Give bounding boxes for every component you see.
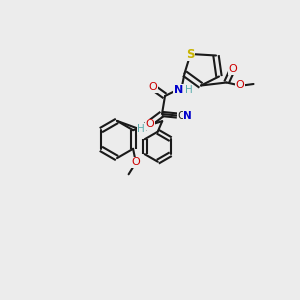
- Text: H: H: [137, 124, 145, 134]
- Text: H: H: [185, 85, 193, 95]
- Text: O: O: [236, 80, 244, 91]
- Text: N: N: [183, 110, 192, 121]
- Text: O: O: [148, 82, 158, 92]
- Text: N: N: [174, 85, 183, 95]
- Text: O: O: [228, 64, 237, 74]
- Text: O: O: [132, 157, 140, 167]
- Text: C: C: [178, 110, 185, 121]
- Text: O: O: [145, 119, 154, 129]
- Text: S: S: [186, 47, 195, 61]
